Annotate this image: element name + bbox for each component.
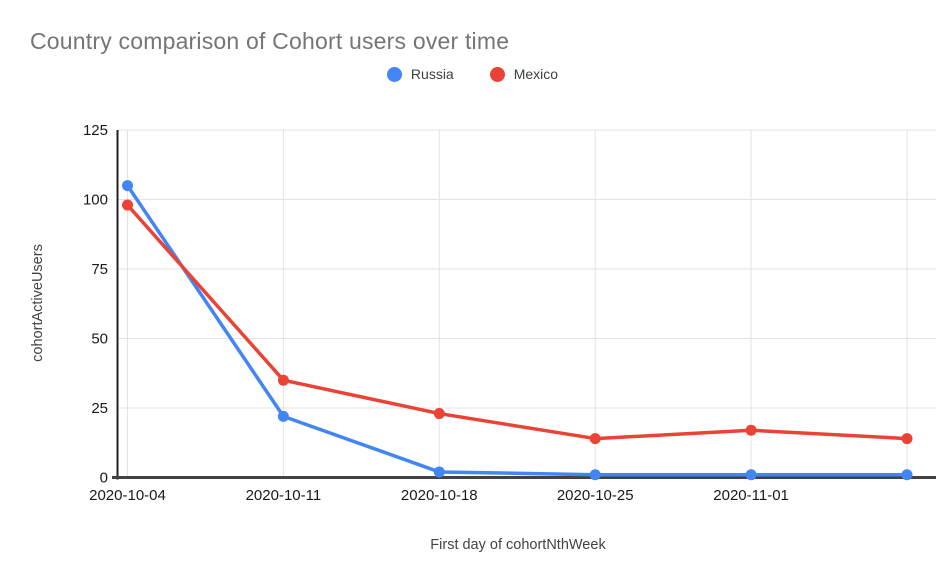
x-tick-label: 2020-10-04	[89, 487, 166, 504]
legend-item-russia[interactable]: Russia	[386, 66, 454, 82]
data-point-mexico[interactable]	[901, 433, 913, 445]
x-tick-label: 2020-10-18	[401, 487, 478, 504]
y-axis-title: cohortActiveUsers	[30, 244, 46, 362]
legend-item-mexico[interactable]: Mexico	[489, 66, 559, 82]
series-line-mexico	[125, 203, 909, 441]
data-point-mexico[interactable]	[433, 408, 445, 420]
data-point-russia[interactable]	[433, 466, 445, 478]
data-point-russia[interactable]	[589, 469, 601, 481]
legend-label: Russia	[410, 66, 454, 82]
data-point-russia[interactable]	[901, 469, 913, 481]
y-tick-label: 75	[91, 261, 108, 278]
y-tick-label: 50	[91, 331, 108, 348]
y-tick-label: 100	[83, 192, 108, 209]
series-line-russia	[125, 183, 909, 477]
data-point-mexico[interactable]	[122, 199, 133, 211]
y-tick-label: 125	[83, 122, 108, 139]
x-tick-label: 2020-10-11	[246, 487, 322, 504]
x-axis-title: First day of cohortNthWeek	[430, 537, 606, 553]
y-tick-label: 25	[91, 400, 108, 417]
legend-dot-mexico	[489, 66, 505, 82]
data-point-mexico[interactable]	[277, 374, 289, 386]
data-point-mexico[interactable]	[589, 433, 601, 445]
chart-title: Country comparison of Cohort users over …	[30, 28, 510, 54]
x-tick-label: 2020-10-25	[557, 487, 634, 504]
data-point-russia[interactable]	[277, 410, 289, 422]
data-point-russia[interactable]	[745, 469, 757, 481]
y-tick-label: 0	[100, 470, 108, 487]
legend: Russia Mexico	[0, 66, 945, 82]
legend-label: Mexico	[513, 66, 559, 82]
data-point-mexico[interactable]	[745, 424, 757, 436]
legend-dot-russia	[386, 66, 402, 82]
data-point-russia[interactable]	[122, 180, 133, 192]
x-tick-label: 2020-11-01	[713, 487, 789, 504]
